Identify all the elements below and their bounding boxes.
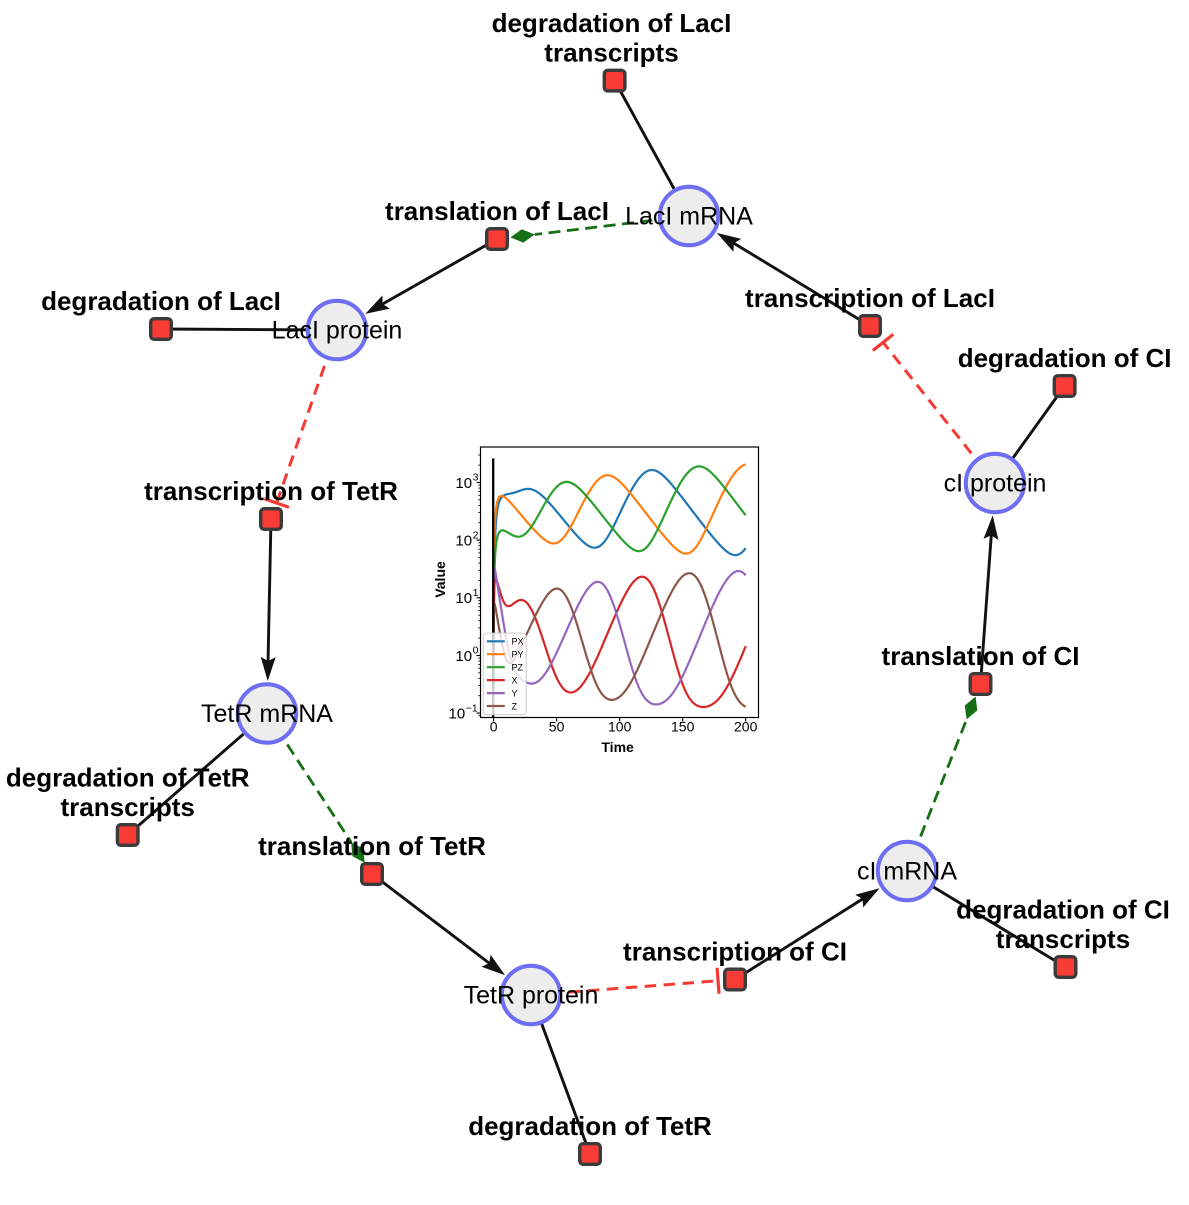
svg-text:0: 0 xyxy=(490,719,498,735)
svg-text:Z: Z xyxy=(512,701,518,711)
svg-text:10: 10 xyxy=(455,648,472,665)
svg-text:translation of LacI: translation of LacI xyxy=(385,196,609,226)
svg-text:150: 150 xyxy=(671,719,695,735)
svg-text:transcripts: transcripts xyxy=(544,38,678,68)
svg-text:degradation of TetR: degradation of TetR xyxy=(6,763,250,793)
svg-text:2: 2 xyxy=(473,529,479,541)
svg-text:PY: PY xyxy=(512,650,524,660)
svg-text:PZ: PZ xyxy=(512,663,524,673)
svg-text:degradation of CI: degradation of CI xyxy=(958,343,1172,373)
svg-text:transcription of LacI: transcription of LacI xyxy=(745,283,995,313)
svg-text:degradation of LacI: degradation of LacI xyxy=(492,8,732,38)
svg-text:transcripts: transcripts xyxy=(996,924,1130,954)
svg-text:translation of CI: translation of CI xyxy=(882,641,1080,671)
svg-text:10: 10 xyxy=(449,705,466,722)
svg-text:10: 10 xyxy=(455,590,472,607)
svg-text:degradation of TetR: degradation of TetR xyxy=(468,1111,712,1141)
svg-text:Value: Value xyxy=(432,561,448,598)
svg-text:Y: Y xyxy=(512,689,518,699)
svg-text:cI protein: cI protein xyxy=(944,470,1047,498)
svg-text:cI mRNA: cI mRNA xyxy=(857,858,957,886)
svg-text:transcription of TetR: transcription of TetR xyxy=(144,476,398,506)
svg-text:−1: −1 xyxy=(466,702,478,714)
svg-text:LacI mRNA: LacI mRNA xyxy=(625,203,753,231)
svg-text:degradation of LacI: degradation of LacI xyxy=(41,286,281,316)
svg-text:LacI protein: LacI protein xyxy=(272,317,403,345)
svg-text:100: 100 xyxy=(608,719,632,735)
svg-text:200: 200 xyxy=(734,719,758,735)
svg-text:1: 1 xyxy=(473,587,479,599)
svg-text:10: 10 xyxy=(455,532,472,549)
svg-text:TetR protein: TetR protein xyxy=(464,982,599,1010)
svg-text:transcripts: transcripts xyxy=(61,792,195,822)
svg-text:translation of TetR: translation of TetR xyxy=(258,831,486,861)
svg-text:0: 0 xyxy=(473,645,479,657)
svg-text:Time: Time xyxy=(601,739,634,755)
svg-text:3: 3 xyxy=(473,472,479,484)
svg-text:50: 50 xyxy=(549,719,565,735)
svg-text:transcription of CI: transcription of CI xyxy=(623,937,847,967)
svg-text:TetR mRNA: TetR mRNA xyxy=(201,700,333,728)
svg-text:X: X xyxy=(512,676,518,686)
svg-text:10: 10 xyxy=(455,475,472,492)
svg-text:degradation of CI: degradation of CI xyxy=(956,895,1170,925)
svg-text:PX: PX xyxy=(512,637,524,647)
